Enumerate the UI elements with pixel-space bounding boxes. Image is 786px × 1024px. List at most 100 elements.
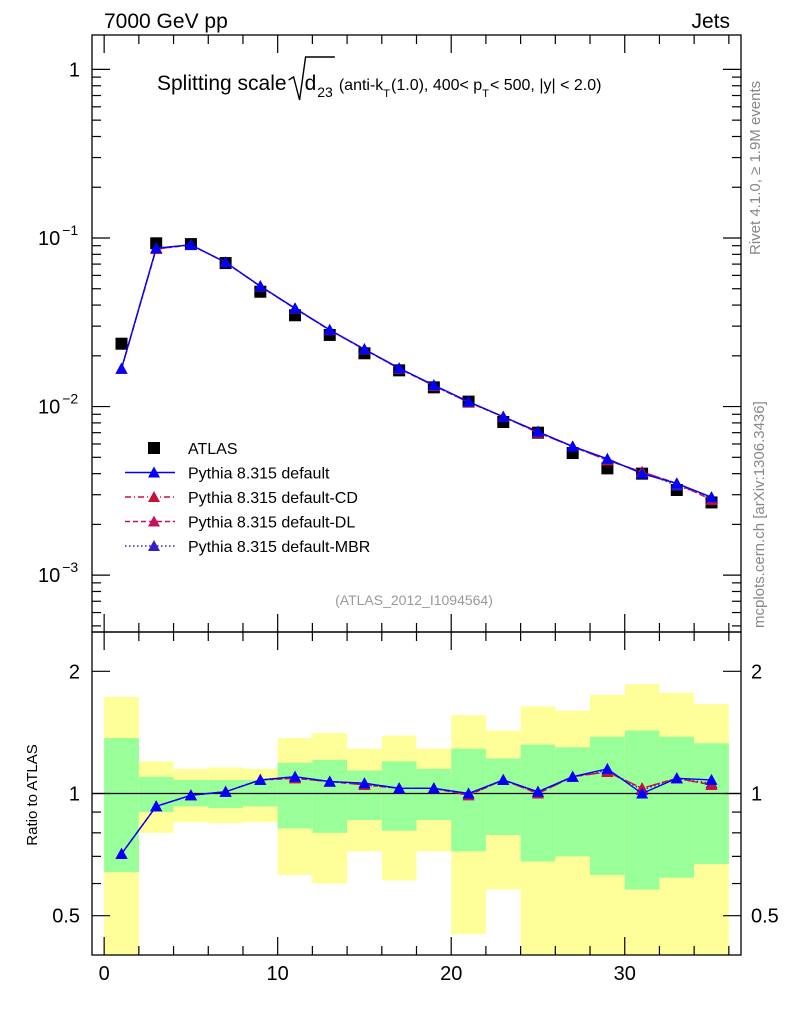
header-right: Jets [691, 10, 730, 33]
series-line-2 [120, 244, 712, 501]
legend-marker [148, 491, 160, 502]
title-p2: (1.0), 400< p [391, 77, 482, 94]
band-inner-bin [381, 761, 417, 831]
y-tick-label: 10 [38, 228, 60, 250]
title-prefix: Splitting scale [157, 72, 287, 95]
series-point-1 [531, 425, 544, 437]
x-tick-label: 30 [614, 963, 636, 985]
ratio-point-1 [184, 789, 197, 801]
legend-label: Pythia 8.315 default-MBR [188, 539, 370, 556]
ratio-point-1 [219, 785, 232, 797]
ratio-point-1 [462, 787, 475, 799]
ratio-bands [92, 684, 741, 955]
rivet-label: Rivet 4.1.0, ≥ 1.9M events [747, 81, 764, 255]
series-point-1 [636, 467, 649, 479]
ratio-y-tick-label-right: 1 [751, 784, 762, 806]
title-sub-t1: T [383, 88, 390, 100]
band-inner-bin [624, 730, 660, 890]
band-inner-bin [555, 747, 591, 857]
series-point-1 [462, 395, 475, 407]
legend-label: Pythia 8.315 default-DL [188, 515, 355, 532]
series-point-1 [705, 491, 718, 503]
series-point-1 [358, 343, 371, 355]
series-line-1 [120, 244, 712, 498]
band-inner-bin [312, 759, 348, 833]
ratio-point-1 [254, 773, 267, 785]
ratio-point-1 [150, 800, 163, 812]
series-point-1 [427, 379, 440, 391]
title-sub-t2: T [482, 88, 489, 100]
band-inner-bin [590, 736, 625, 875]
ratio-point-1 [566, 770, 579, 782]
y-tick-label: 10 [38, 565, 60, 587]
ratio-point-1 [601, 762, 614, 774]
ratio-point-1 [289, 770, 302, 782]
ratio-line-1 [120, 768, 712, 855]
x-tick-label: 20 [440, 963, 462, 985]
plot-title: Splitting scale d 23 (anti-k T (1.0), 40… [157, 56, 602, 101]
ratio-point-1 [115, 847, 128, 859]
ratio-point-1 [531, 785, 544, 797]
ratio-point-1 [427, 782, 440, 794]
series-point-1 [254, 280, 267, 292]
ratio-y-tick-label: 2 [69, 661, 80, 683]
band-inner-bin [659, 736, 695, 878]
series-point-1 [289, 302, 302, 314]
title-d: d [305, 72, 317, 95]
y-tick-label: 10 [38, 397, 60, 419]
y-tick-exponent: −3 [62, 559, 78, 575]
series-point-1 [393, 362, 406, 374]
x-tick-label: 0 [99, 963, 110, 985]
ratio-frame [91, 631, 742, 956]
band-inner-bin [416, 768, 452, 821]
ratio-y-tick-label: 1 [69, 784, 80, 806]
legend-marker-atlas [148, 442, 160, 454]
ratio-point-1 [636, 787, 649, 799]
series-point-1 [150, 242, 163, 254]
y-tick-exponent: −2 [62, 391, 78, 407]
ratio-point-1 [358, 777, 371, 789]
series-line-3 [120, 244, 712, 501]
legend-label: Pythia 8.315 default [188, 466, 330, 483]
legend-label: Pythia 8.315 default-CD [188, 490, 358, 507]
ratio-point-1 [323, 775, 336, 787]
legend-marker [148, 466, 160, 478]
ratio-point-1 [497, 773, 510, 785]
title-d-sub: 23 [317, 84, 333, 100]
series-point-1 [497, 410, 510, 422]
ratio-y-tick-label-right: 0.5 [751, 906, 779, 928]
legend: ATLAS Pythia 8.315 default Pythia 8.315 de… [125, 441, 370, 556]
series-point-1 [184, 238, 197, 250]
legend-marker [148, 515, 160, 527]
ratio-point-1 [705, 773, 718, 785]
sqrt-icon [288, 56, 335, 101]
ratio-point-1 [393, 782, 406, 794]
band-inner-bin [694, 743, 729, 865]
axes: 110 −110 −210 −32 21 10.5 0.50 10 20 30 [38, 35, 779, 985]
atlas-data-point [601, 462, 614, 475]
ratio-plot-marks [115, 762, 718, 859]
series-point-1 [670, 477, 683, 489]
analysis-label: (ATLAS_2012_I1094564) [335, 592, 493, 608]
atlas-data-point [115, 337, 128, 350]
ratio-ylabel: Ratio to ATLAS [24, 744, 41, 845]
y-tick-label: 1 [69, 59, 80, 81]
x-tick-label: 10 [267, 963, 289, 985]
title-p1: (anti-k [339, 77, 384, 94]
series-point-1 [323, 323, 336, 335]
main-plot-marks [115, 237, 718, 509]
mcplots-label: mcplots.cern.ch [arXiv:1306.3436] [751, 401, 768, 628]
ratio-point-1 [670, 772, 683, 784]
series-point-1 [219, 256, 232, 268]
title-p3: < 500, |y| < 2.0) [490, 77, 602, 94]
series-point-1 [566, 440, 579, 452]
band-inner-bin [520, 744, 556, 862]
y-tick-exponent: −1 [62, 222, 78, 238]
legend-label: ATLAS [188, 441, 238, 458]
header-left: 7000 GeV pp [104, 10, 228, 33]
band-inner-bin [485, 758, 521, 836]
ratio-y-tick-label: 0.5 [52, 906, 80, 928]
series-line-4 [120, 244, 712, 498]
series-point-1 [115, 362, 128, 374]
